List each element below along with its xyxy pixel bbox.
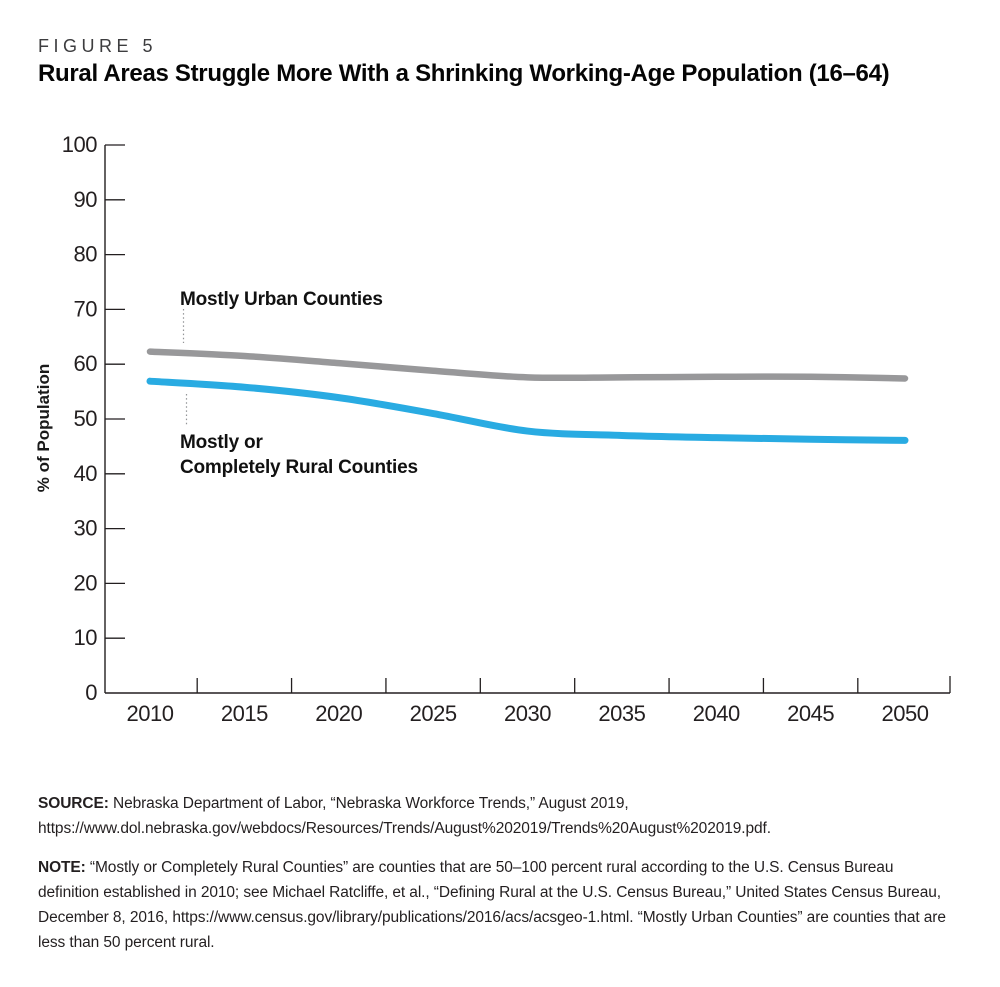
y-tick-label: 10: [74, 625, 98, 650]
figure-title: Rural Areas Struggle More With a Shrinki…: [38, 60, 890, 87]
y-tick-label: 30: [74, 516, 98, 541]
x-tick-label: 2030: [504, 701, 551, 726]
annotation-rural-text-1: Mostly or: [180, 432, 263, 453]
annotation-urban-label: Mostly Urban Counties: [180, 287, 383, 312]
y-tick-label: 80: [74, 242, 98, 267]
chart-area: 0 10 20 30 40 50 60 70 80 90 100 2010 2015 2020 2025 20…: [0, 130, 1000, 780]
y-tick-label: 70: [74, 296, 98, 321]
x-tick-label: 2015: [221, 701, 268, 726]
x-tick-label: 2050: [882, 701, 929, 726]
y-tick-label: 40: [74, 461, 98, 486]
y-tick-label: 0: [85, 680, 97, 705]
annotation-urban-text: Mostly Urban Counties: [180, 289, 383, 310]
series-line-mostly-urban-counties: [146, 348, 909, 382]
y-tick-label: 90: [74, 187, 98, 212]
x-tick-label: 2020: [315, 701, 362, 726]
source-text: Nebraska Department of Labor, “Nebraska …: [38, 795, 771, 837]
note-block: NOTE: “Mostly or Completely Rural Counti…: [38, 855, 954, 955]
note-text: “Mostly or Completely Rural Counties” ar…: [38, 859, 946, 951]
annotation-rural-label: Mostly or Completely Rural Counties: [180, 430, 418, 480]
y-tick-label: 60: [74, 351, 98, 376]
series-line-mostly-or-completely-rural-counties: [146, 377, 909, 444]
x-tick-label: 2010: [127, 701, 174, 726]
y-axis-title: % of Population: [34, 363, 53, 493]
y-tick-label: 20: [74, 570, 98, 595]
x-tick-label: 2045: [787, 701, 834, 726]
y-tick-label: 50: [74, 406, 98, 431]
x-tick-label: 2035: [598, 701, 645, 726]
annotation-rural-text-2: Completely Rural Counties: [180, 457, 418, 478]
x-tick-label: 2040: [693, 701, 740, 726]
note-label: NOTE:: [38, 859, 86, 876]
source-label: SOURCE:: [38, 795, 109, 812]
source-note: SOURCE: Nebraska Department of Labor, “N…: [38, 791, 954, 841]
x-tick-label: 2025: [410, 701, 457, 726]
figure-label: FIGURE 5: [38, 36, 158, 56]
y-tick-label: 100: [62, 132, 97, 157]
